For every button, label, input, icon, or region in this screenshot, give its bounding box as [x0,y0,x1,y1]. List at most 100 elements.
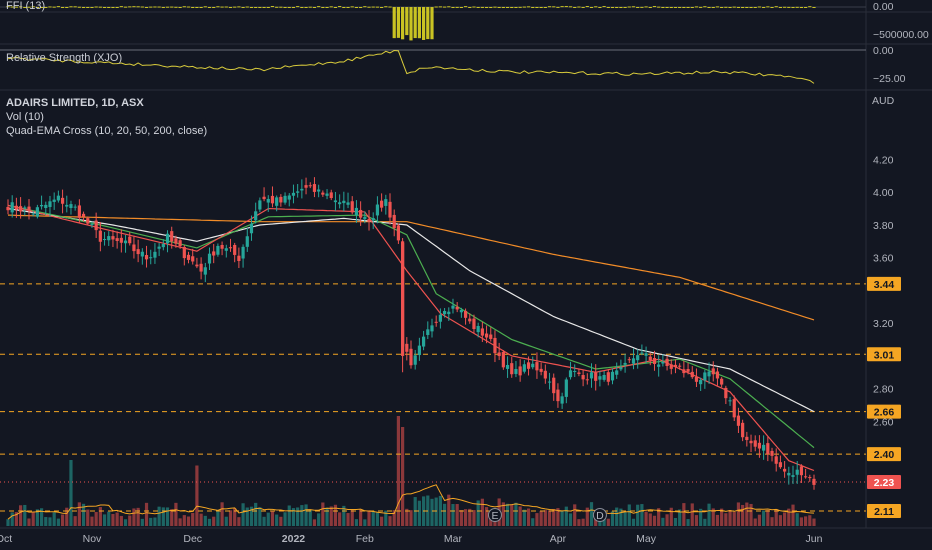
candle-body [720,378,724,385]
candle-body [686,369,690,372]
ffi-bar [762,7,766,8]
vol-indicator-label[interactable]: Vol (10) [6,111,44,123]
candle-body [245,236,249,247]
ffi-bar [463,6,468,8]
ffi-bar [65,7,69,8]
ffi-bar [287,7,291,8]
event-marker-e[interactable] [487,508,502,522]
ffi-bar [648,7,652,8]
candle-body [728,400,732,402]
candle-body [762,444,766,451]
volume-bar [451,504,455,526]
candle-body [254,211,258,221]
candle-body [94,220,98,231]
symbol-title[interactable]: ADAIRS LIMITED, 1D, ASX [6,97,144,109]
ffi-bar [535,7,539,8]
volume-bar [144,502,149,526]
ffi-bar [10,6,14,8]
candle-body [23,207,27,209]
ffi-bar [522,6,526,8]
ffi-bar [233,6,237,8]
candle-body [682,369,686,374]
volume-bar [468,508,472,526]
ffi-bar [480,6,484,8]
rs-tick-label: 0.00 [873,45,894,57]
volume-bar [136,507,140,526]
candle-body [678,365,682,367]
candle-body [619,367,623,370]
ffi-label[interactable]: FFI (13) [6,0,46,12]
volume-bar [476,500,480,526]
volume-bar [661,517,665,526]
candle-body [65,204,69,207]
volume-bar [484,507,489,526]
ffi-bar [123,6,128,8]
candle-body [111,236,115,240]
volume-bar [363,519,367,526]
candle-body [556,389,560,402]
candle-body [568,370,573,378]
ffi-bar [724,6,728,8]
candle-body [275,197,279,206]
ffi-bar [241,7,245,8]
ffi-bar [195,7,199,8]
candle-body [472,318,476,330]
ffi-bar [174,6,178,8]
ffi-bar [606,7,610,8]
volume-bar [577,519,581,526]
ffi-bar [447,6,451,8]
volume-bar [170,509,174,526]
rs-line [7,49,815,84]
volume-bar [388,516,392,526]
volume-bar [304,504,308,526]
candle-body [589,372,594,379]
candle-body [81,213,86,217]
volume-bar [610,511,615,526]
candle-body [279,196,283,203]
volume-bar [6,519,10,526]
price-tick-label: 2.80 [873,384,894,396]
ffi-bar [783,6,787,8]
volume-bar [547,510,552,526]
volume-bar [745,502,749,526]
ffi-bar [333,7,338,8]
ffi-bar [430,7,434,40]
volume-bar [728,510,732,526]
ffi-bar [275,6,279,8]
rs-label[interactable]: Relative Strength (XJO) [6,52,123,64]
candle-body [52,199,56,202]
ffi-bar [77,6,81,8]
level-tag-label: 2.66 [874,407,895,419]
ffi-bar [140,6,144,8]
ffi-bar [258,7,262,8]
volume-bar [140,518,144,526]
volume-bar [296,507,300,526]
ffi-bar [799,7,804,8]
candle-body [161,243,165,248]
ffi-bar [216,6,220,8]
volume-bar [804,516,808,526]
ffi-bar [18,6,23,8]
candle-body [375,204,380,216]
volume-bar [367,510,371,526]
volume-bar [707,503,711,526]
ffi-bar [589,7,594,8]
ffi-bar [774,6,778,8]
volume-bar [703,518,707,526]
volume-bar [107,511,111,526]
volume-bar [430,498,434,526]
ffi-bar [350,6,354,8]
candle-body [380,200,384,208]
volume-bar [711,508,715,526]
volume-bar [715,514,720,526]
candle-body [493,337,497,354]
candle-body [39,204,44,207]
ffi-bar [128,6,132,8]
event-marker-d[interactable] [592,508,607,522]
volume-bar [518,506,522,526]
quad-ema-label[interactable]: Quad-EMA Cross (10, 20, 50, 200, close) [6,125,208,137]
candle-body [711,368,715,375]
volume-bar [233,508,237,526]
